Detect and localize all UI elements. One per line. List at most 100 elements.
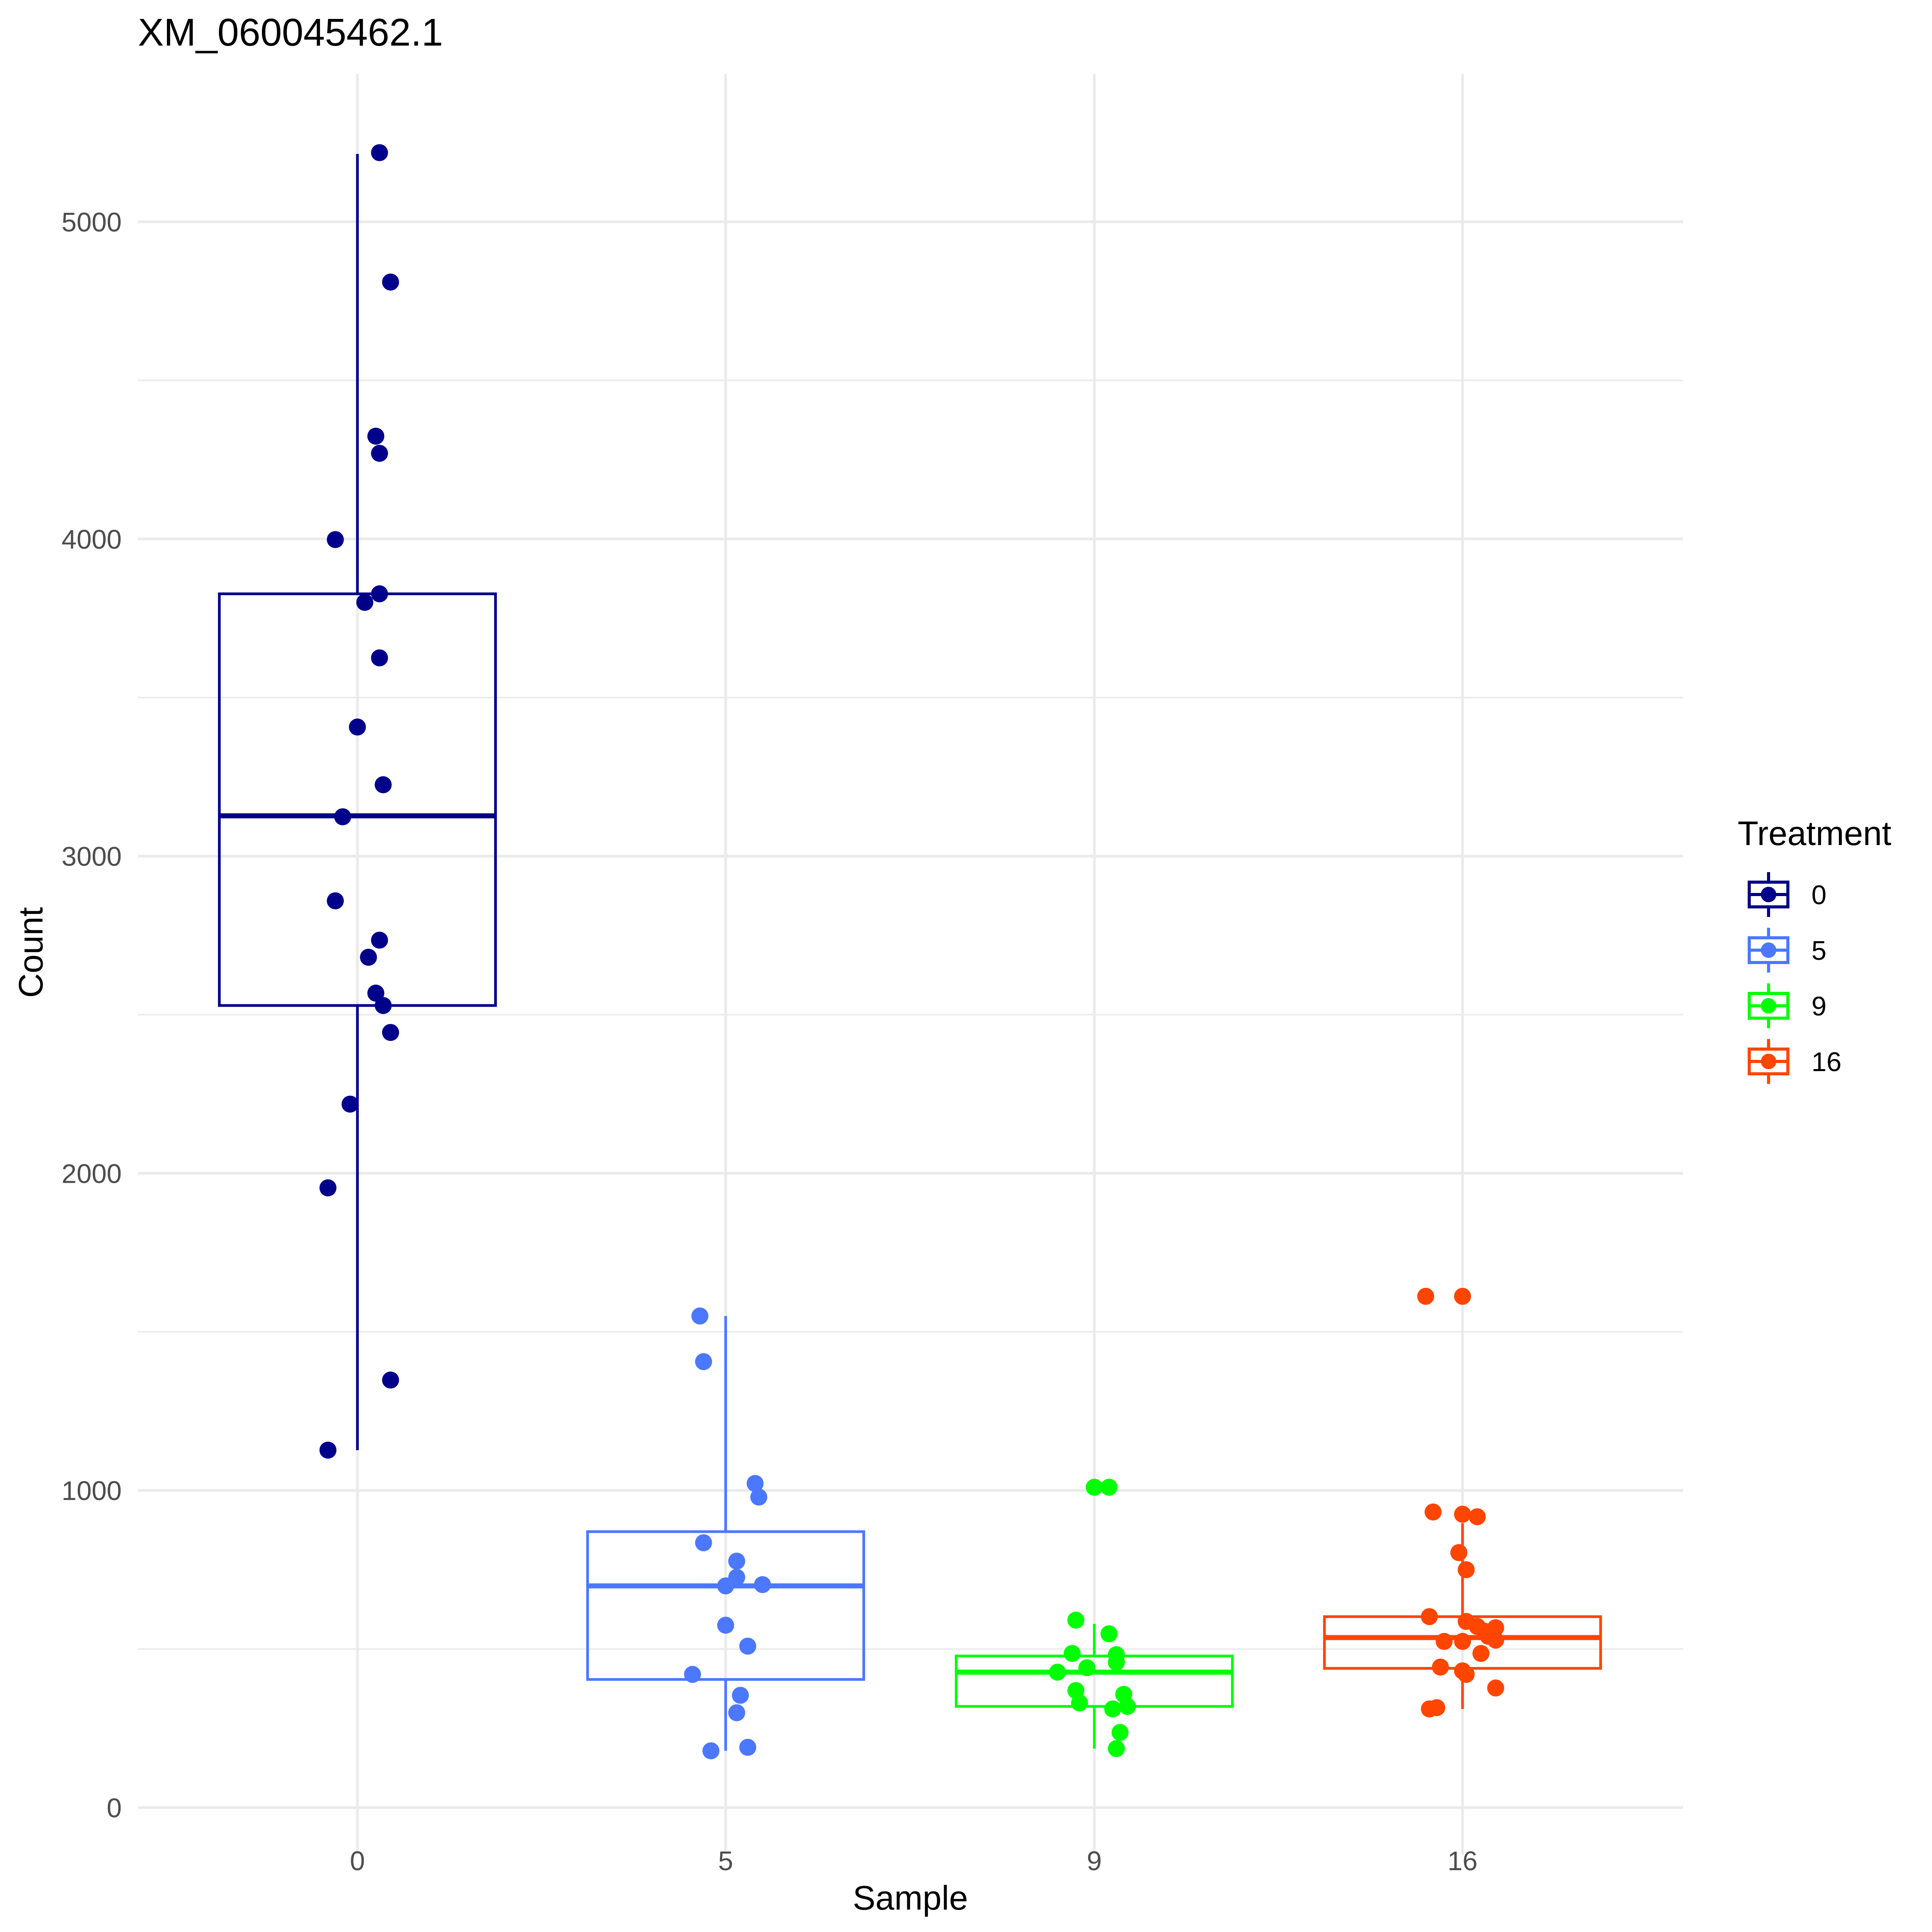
data-point: [367, 427, 384, 445]
minor-gridlines: [138, 379, 1683, 1650]
data-point: [717, 1577, 734, 1595]
data-point: [1487, 1679, 1504, 1697]
y-tick-label: 3000: [61, 842, 122, 872]
data-point: [319, 1441, 337, 1459]
data-point: [371, 445, 388, 462]
data-point: [1086, 1478, 1103, 1496]
data-point: [1078, 1659, 1095, 1677]
data-point: [702, 1742, 719, 1760]
data-point: [1111, 1724, 1129, 1741]
legend-point: [1761, 887, 1776, 902]
data-point: [349, 718, 366, 736]
y-tick-label: 0: [107, 1793, 122, 1823]
x-tick-label: 5: [718, 1846, 733, 1876]
data-point: [1100, 1478, 1118, 1496]
data-point: [747, 1475, 764, 1492]
data-point: [1472, 1645, 1490, 1662]
data-point: [1063, 1645, 1081, 1662]
data-point: [1435, 1633, 1453, 1650]
data-point: [371, 585, 388, 602]
data-point: [371, 144, 388, 162]
data-point: [1454, 1633, 1471, 1650]
data-point: [1469, 1508, 1486, 1526]
data-point: [360, 949, 377, 966]
legend-label: 9: [1811, 991, 1827, 1021]
x-tick-label: 16: [1447, 1846, 1478, 1876]
data-point: [728, 1553, 745, 1570]
data-point: [371, 932, 388, 949]
x-axis-title: Sample: [853, 1879, 968, 1917]
data-point: [684, 1666, 701, 1683]
data-point: [1454, 1287, 1471, 1305]
data-point: [1450, 1544, 1468, 1561]
data-point: [1487, 1631, 1504, 1649]
data-point: [717, 1617, 734, 1634]
data-point: [1454, 1505, 1471, 1523]
data-point: [1071, 1694, 1088, 1712]
data-point: [1424, 1503, 1442, 1521]
data-point: [371, 649, 388, 667]
box-iqr: [955, 1655, 1234, 1708]
legend-key-5: [1748, 928, 1789, 973]
boxplot-9: [955, 1624, 1234, 1749]
data-point: [728, 1704, 745, 1721]
x-axis-tick-labels: 0 5 9 16: [350, 1846, 1478, 1876]
data-point: [1421, 1608, 1438, 1625]
chart-title: XM_060045462.1: [138, 11, 443, 54]
data-point: [374, 997, 392, 1014]
data-point: [327, 892, 344, 910]
data-point: [1119, 1698, 1136, 1715]
data-point: [1108, 1654, 1125, 1671]
data-point: [382, 1371, 399, 1389]
data-point: [1108, 1740, 1125, 1757]
data-point: [750, 1488, 767, 1506]
data-point: [739, 1739, 757, 1756]
data-point: [367, 985, 384, 1002]
legend-label: 16: [1811, 1047, 1842, 1077]
legend-title: Treatment: [1738, 814, 1891, 852]
data-point: [739, 1638, 757, 1655]
legend-label: 0: [1811, 880, 1827, 910]
y-tick-label: 4000: [61, 524, 122, 554]
data-point: [1067, 1611, 1085, 1629]
y-tick-label: 5000: [61, 207, 122, 237]
data-point: [691, 1307, 709, 1325]
data-point: [382, 273, 399, 291]
data-point: [1104, 1700, 1121, 1718]
legend-label: 5: [1811, 935, 1827, 966]
data-point: [1458, 1561, 1475, 1578]
data-point: [695, 1534, 712, 1551]
data-point: [319, 1179, 337, 1197]
legend-point: [1761, 942, 1776, 958]
data-point: [327, 531, 344, 548]
data-point: [1428, 1699, 1446, 1716]
data-point: [334, 808, 351, 825]
box-iqr: [586, 1530, 865, 1681]
data-point: [374, 776, 392, 793]
boxplot-0: [218, 154, 497, 1450]
y-tick-label: 2000: [61, 1158, 122, 1189]
y-axis-title: Count: [12, 907, 50, 998]
box-iqr: [218, 592, 497, 1007]
legend-point: [1761, 998, 1776, 1014]
data-point: [382, 1024, 399, 1041]
data-point: [1458, 1666, 1475, 1683]
legend-key-9: [1748, 983, 1789, 1028]
data-point: [341, 1095, 359, 1113]
legend-key-16: [1748, 1039, 1789, 1084]
data-point: [695, 1353, 712, 1370]
data-point: [1417, 1287, 1434, 1305]
y-axis-tick-labels: 0 1000 2000 3000 4000 5000: [61, 207, 122, 1823]
data-points: [319, 144, 1504, 1760]
legend-key-0: [1748, 872, 1789, 917]
data-point: [1100, 1625, 1118, 1643]
data-point: [754, 1576, 771, 1593]
x-tick-label: 9: [1087, 1846, 1102, 1876]
y-tick-label: 1000: [61, 1476, 122, 1506]
data-point: [1432, 1658, 1449, 1676]
data-point: [732, 1687, 749, 1704]
data-point: [356, 594, 374, 611]
legend: Treatment 0 5 9 16: [1738, 814, 1891, 1084]
